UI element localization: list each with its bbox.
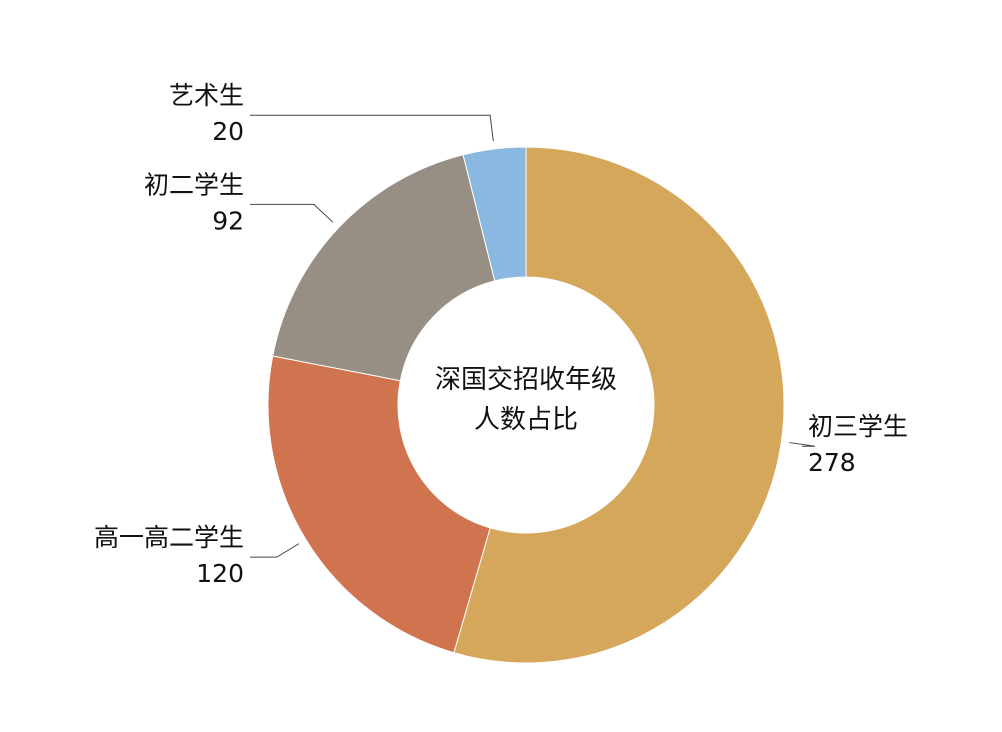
- slice-value: 20: [212, 117, 244, 146]
- leader-line: [250, 203, 334, 223]
- slice-label: 初三学生: [808, 412, 908, 441]
- leader-line: [250, 114, 494, 142]
- donut-slice: [453, 146, 785, 664]
- leader-line: [250, 543, 300, 558]
- leader-line: [789, 442, 816, 447]
- donut-slice: [267, 355, 491, 654]
- slice-label: 艺术生: [169, 81, 244, 110]
- slice-label: 高一高二学生: [94, 523, 244, 552]
- slice-value: 120: [196, 559, 244, 588]
- chart-title: 深国交招收年级人数占比: [434, 365, 617, 435]
- slice-value: 92: [212, 206, 244, 235]
- donut-slice: [462, 146, 527, 282]
- donut-slice: [272, 154, 496, 382]
- slice-value: 278: [808, 448, 856, 477]
- slice-label: 初二学生: [144, 170, 244, 199]
